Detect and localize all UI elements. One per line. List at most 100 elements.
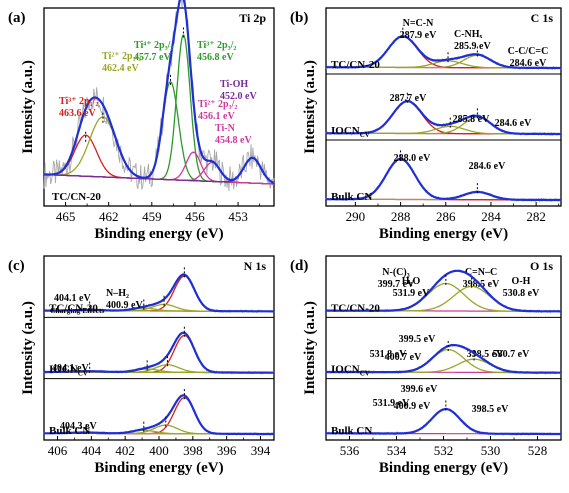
panel-letter: (d) [290, 258, 308, 274]
sample-name: TC/CN-20 [52, 191, 101, 203]
x-tick-label: 459 [142, 209, 162, 224]
y-axis-label: Intensity (a.u.) [302, 301, 318, 395]
fit-envelope-line [44, 331, 274, 374]
panel-element-label: C 1s [531, 11, 554, 25]
y-axis-label: Intensity (a.u.) [20, 301, 36, 395]
x-tick-label: 290 [346, 209, 366, 224]
peak-annotation: Ti⁴⁺ 2p₃/₂ [134, 40, 173, 51]
peak-annotation: C-NHₓ [454, 29, 483, 40]
fit-envelope-line [44, 394, 274, 436]
x-tick-label: 534 [387, 443, 407, 458]
peak-annotation: 398.5 eV [472, 404, 509, 415]
x-tick-label: 396 [217, 443, 237, 458]
x-axis-label: Binding energy (eV) [379, 226, 508, 242]
fit-envelope-line [326, 35, 561, 70]
panel-element-label: O 1s [530, 259, 553, 273]
panel-element-label: Ti 2p [239, 11, 266, 25]
x-tick-label: 528 [528, 443, 548, 458]
sample-subscript: CV [78, 370, 88, 378]
peak-annotation: 531.9 eV [373, 398, 410, 409]
peak-annotation: 284.6 eV [510, 58, 547, 69]
peak-annotation: 399.7 eV [378, 279, 415, 290]
peak-annotation: Charging Effects [50, 306, 104, 315]
peak-annotation: 285.9 eV [454, 41, 491, 52]
x-tick-label: 453 [228, 209, 248, 224]
x-tick-label: 400 [149, 443, 169, 458]
peak-annotation: 463.6 eV [59, 108, 96, 119]
sample-label: Bulk CN [331, 191, 372, 203]
x-tick-label: 406 [48, 443, 68, 458]
fit-envelope-line [326, 344, 561, 374]
sample-label: Bulk CN [331, 425, 372, 437]
panel-c: 406 404 402 400 398 396 394 Binding energy (eV)… [8, 255, 509, 476]
peak-annotation: Ti³⁺ 2p₁/₂ [59, 96, 98, 107]
sample-label: IOCNCV [49, 364, 88, 378]
panel-a: 465 462 459 456 453 Binding energy (eV) Intens… [8, 0, 275, 242]
sample-name: TC/CN-20 [49, 302, 98, 314]
peak-annotation: C-C/C=C [508, 46, 549, 57]
x-tick-label: 404 [82, 443, 102, 458]
x-axis-label: Binding energy (eV) [379, 460, 508, 476]
sample-name: Bulk CN [331, 425, 372, 437]
panel-element-label: N 1s [244, 259, 267, 273]
peak-annotation: Ti³⁺ 2p₃/₂ [197, 40, 236, 51]
x-tick-label: 530 [481, 443, 501, 458]
x-axis-label: Binding energy (eV) [94, 226, 223, 242]
peak-annotation: Ti²⁺ 2p₁/₂ [102, 51, 141, 62]
fit-envelope-line [44, 273, 274, 313]
sample-name: IOCN [331, 364, 360, 376]
peak-annotation: 404.3 eV [60, 421, 97, 432]
sample-name: IOCN [49, 364, 78, 376]
peak-annotation: 400.9 eV [394, 401, 431, 412]
peak-annotation: 454.8 eV [215, 135, 252, 146]
peak-annotation: C=N–C [465, 267, 497, 278]
peak-annotation: 530.8 eV [503, 288, 540, 299]
peak-annotation: 287.9 eV [400, 30, 437, 41]
x-tick-label: 284 [481, 209, 501, 224]
peak-annotation: 456.8 eV [197, 52, 234, 63]
x-tick-label: 456 [185, 209, 205, 224]
peak-annotation: 531.9 eV [393, 288, 430, 299]
peak-annotation: H₂O [402, 276, 421, 287]
peak-annotation: 284.6 eV [495, 118, 532, 129]
peak-annotation: 462.4 eV [102, 63, 139, 74]
x-tick-label: 462 [99, 209, 119, 224]
sample-subscript: CV [360, 131, 370, 139]
x-tick-label: 286 [436, 209, 456, 224]
peak-annotation: 287.7 eV [390, 93, 427, 104]
peak-annotation: N–H₂ [106, 288, 129, 299]
x-tick-label: 402 [115, 443, 135, 458]
plot-frame [325, 7, 562, 207]
peak-annotation: 452.0 eV [220, 91, 257, 102]
sample-label: TC/CN-20 [49, 302, 98, 314]
panel-d: 536 534 532 530 528 Binding energy (eV) Intens… [290, 255, 562, 476]
fit-envelope-line [326, 157, 561, 202]
sample-label: Bulk CN [49, 425, 90, 437]
fit-envelope-line [326, 407, 561, 436]
y-axis-label: Intensity (a.u.) [20, 60, 36, 154]
sample-name: TC/CN-20 [331, 59, 380, 71]
sample-label: TC/CN-20 [52, 191, 101, 203]
peak-annotation: 398.5 eV [467, 349, 504, 360]
peak-annotation: 288.0 eV [394, 153, 431, 164]
x-tick-label: 536 [340, 443, 360, 458]
sample-label: TC/CN-20 [331, 59, 380, 71]
sample-name: IOCN [331, 125, 360, 137]
sample-name: TC/CN-20 [331, 302, 380, 314]
fit-envelope-line [44, 0, 275, 185]
peak-annotation: Ti-OH [220, 79, 248, 90]
sample-name: Bulk CN [49, 425, 90, 437]
sample-label: IOCNCV [331, 364, 370, 378]
peak-annotation: Ti²⁺ 2p₃/₂ [198, 99, 237, 110]
x-axis-label: Binding energy (eV) [94, 460, 223, 476]
sample-subscript: CV [360, 370, 370, 378]
peak-annotation: 404.1 eV [54, 293, 91, 304]
peak-annotation: O-H [512, 276, 531, 287]
panel-letter: (b) [290, 10, 308, 26]
fit-envelope-line [326, 269, 561, 313]
peak-annotation: N=C-N [403, 18, 434, 29]
y-axis-label: Intensity (a.u.) [302, 60, 318, 154]
x-tick-label: 394 [251, 443, 271, 458]
plot-frame [43, 255, 275, 441]
